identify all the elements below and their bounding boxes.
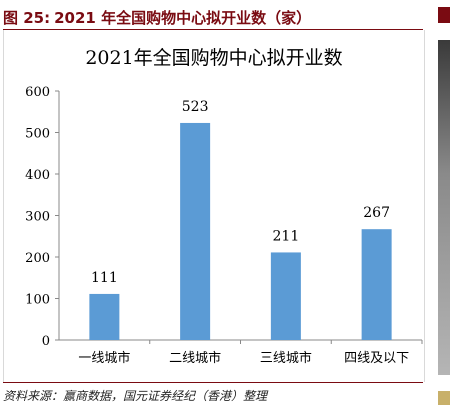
adjacent-image-fragment — [438, 40, 450, 375]
y-tick-label: 300 — [25, 210, 50, 225]
y-tick-label: 200 — [25, 251, 50, 266]
x-category-label: 四线及以下 — [344, 351, 409, 366]
y-tick-label: 100 — [25, 293, 50, 308]
source-note: 资料来源：赢商数据，国元证券经纪（香港）整理 — [3, 389, 268, 403]
x-category-label: 二线城市 — [169, 350, 221, 366]
title-divider — [3, 29, 423, 30]
y-tick-label: 600 — [25, 85, 50, 100]
y-tick-label: 500 — [25, 127, 50, 142]
bar-chart: 2021年全国购物中心拟开业数 0 100 200 300 400 500 600 111 一… — [25, 47, 423, 366]
adjacent-figure-fragment — [438, 0, 450, 410]
y-tick-label: 400 — [25, 168, 50, 183]
adjacent-source-fragment — [438, 391, 450, 405]
figure-label: 图 25: — [3, 9, 51, 27]
bar — [89, 293, 120, 340]
bar — [361, 229, 392, 340]
y-tick-label: 0 — [42, 334, 50, 349]
source-divider — [3, 382, 423, 383]
bar-value-label: 211 — [273, 228, 300, 244]
chart-title: 2021年全国购物中心拟开业数 — [85, 47, 342, 69]
x-category-label: 三线城市 — [260, 350, 312, 366]
adjacent-title-fragment — [438, 7, 450, 23]
bar-value-label: 267 — [363, 205, 390, 221]
chart-frame: 2021年全国购物中心拟开业数 0 100 200 300 400 500 600 111 一… — [3, 30, 425, 382]
bar — [270, 252, 301, 340]
bar-value-label: 111 — [91, 270, 118, 286]
figure-heading: 2021 年全国购物中心拟开业数（家） — [54, 9, 312, 27]
x-category-label: 一线城市 — [78, 350, 130, 366]
figure-title: 图 25: 2021 年全国购物中心拟开业数（家） — [3, 7, 423, 28]
bar — [180, 122, 211, 340]
bar-value-label: 523 — [182, 99, 209, 115]
